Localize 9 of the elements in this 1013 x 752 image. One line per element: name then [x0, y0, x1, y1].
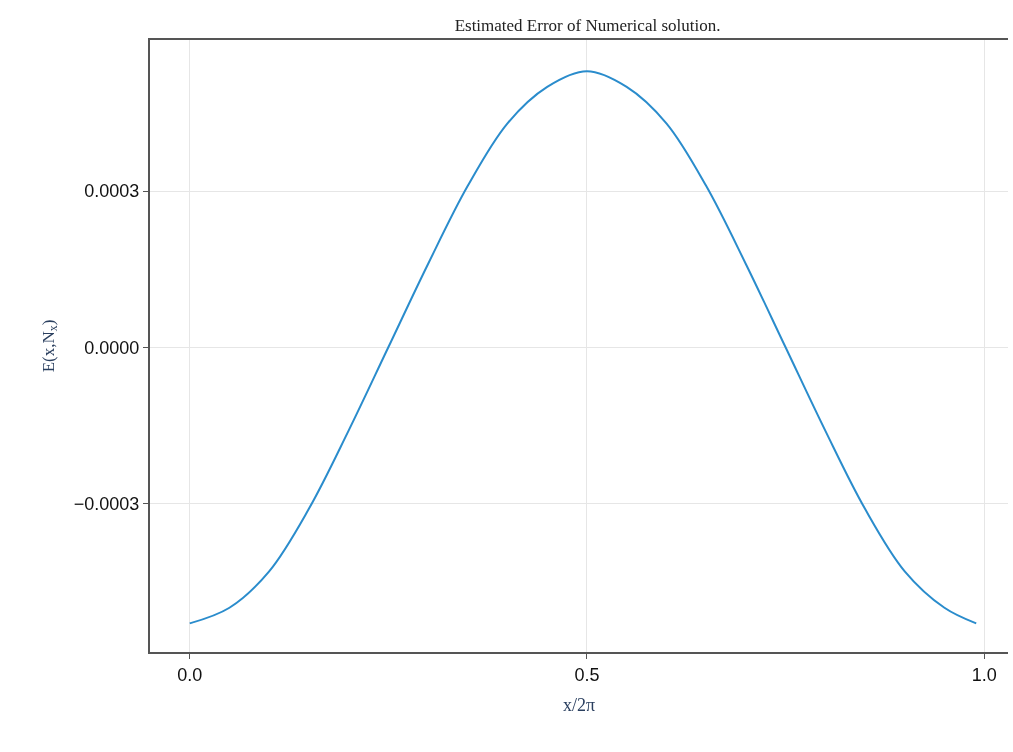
- y-tick-label: 0.0000: [84, 337, 140, 358]
- x-tick-label: 1.0: [971, 664, 997, 685]
- x-tick-label: 0.0: [177, 664, 203, 685]
- line-series: [188, 70, 978, 625]
- y-tick-label: −0.0003: [73, 493, 140, 514]
- x-tick-label: 0.5: [574, 664, 600, 685]
- x-axis-title: x/2π: [562, 695, 596, 716]
- y-tick-label: 0.0003: [84, 181, 140, 202]
- chart-title: Estimated Error of Numerical solution.: [454, 15, 721, 35]
